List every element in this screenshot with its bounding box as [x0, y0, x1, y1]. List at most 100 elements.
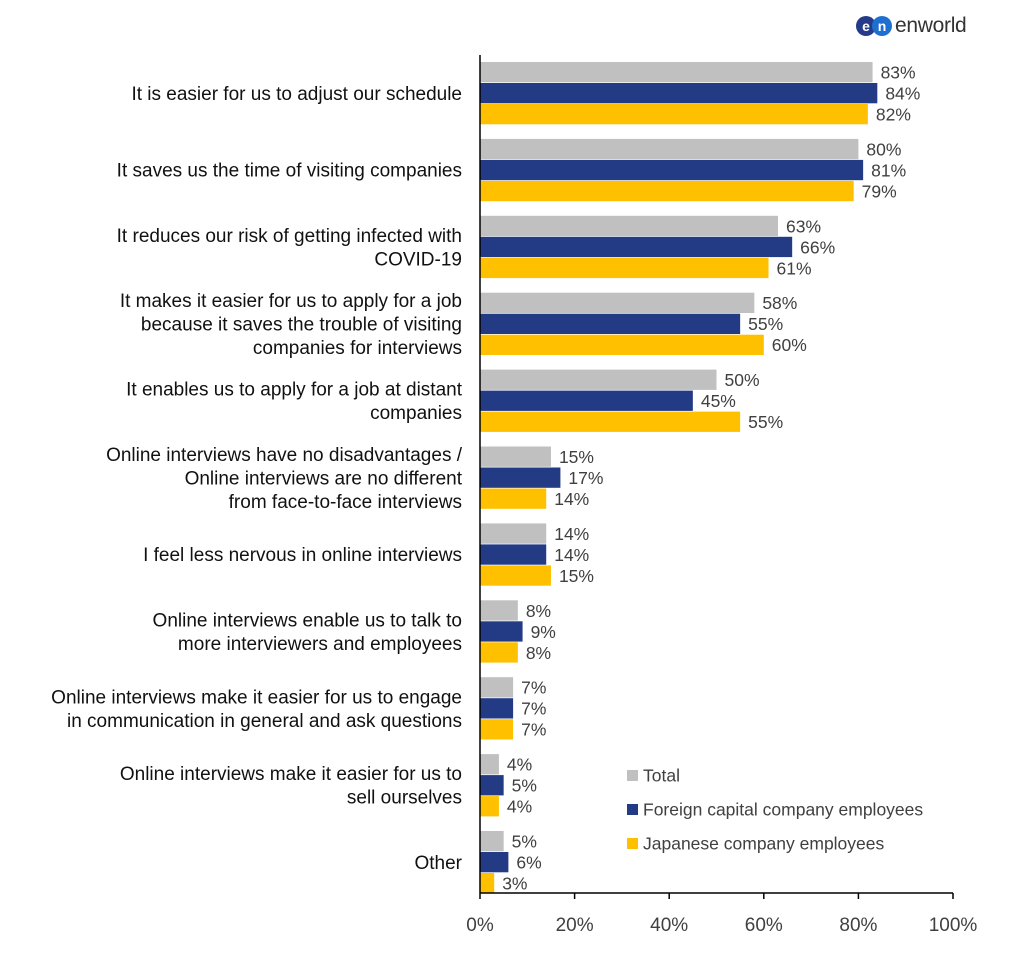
value-label-japanese: 79% — [862, 181, 897, 201]
value-label-japanese: 14% — [554, 489, 589, 509]
category-label: because it saves the trouble of visiting — [141, 315, 462, 336]
bar-japanese — [480, 796, 499, 817]
legend-label-total: Total — [643, 766, 680, 786]
bar-total — [480, 215, 778, 237]
bar-japanese — [480, 719, 514, 740]
bar-foreign — [480, 236, 793, 258]
category-label: It saves us the time of visiting compani… — [117, 161, 462, 182]
category-label: in communication in general and ask ques… — [67, 711, 462, 732]
value-label-japanese: 15% — [559, 566, 594, 586]
bar-japanese — [480, 873, 495, 894]
category-label: Online interviews are no different — [185, 468, 463, 489]
value-label-foreign: 14% — [554, 545, 589, 565]
bar-foreign — [480, 544, 547, 565]
value-label-foreign: 9% — [531, 622, 556, 642]
value-label-foreign: 81% — [871, 160, 906, 180]
value-label-total: 58% — [762, 293, 797, 313]
value-label-total: 50% — [725, 370, 760, 390]
bar-foreign — [480, 698, 514, 719]
value-label-foreign: 17% — [568, 468, 603, 488]
bar-total — [480, 600, 518, 621]
bar-foreign — [480, 467, 561, 488]
value-label-total: 5% — [512, 831, 537, 851]
value-label-foreign: 45% — [701, 391, 736, 411]
x-tick-label: 40% — [650, 915, 688, 936]
bar-total — [480, 446, 551, 467]
legend-label-japanese: Japanese company employees — [643, 834, 885, 854]
bar-foreign — [480, 83, 878, 104]
bar-japanese — [480, 334, 764, 355]
category-label: It enables us to apply for a job at dist… — [126, 380, 463, 401]
value-label-japanese: 7% — [521, 720, 546, 740]
bar-foreign — [480, 775, 504, 796]
value-label-japanese: 82% — [876, 104, 911, 124]
value-label-total: 7% — [521, 678, 546, 698]
value-label-foreign: 6% — [516, 852, 541, 872]
category-label: sell ourselves — [347, 788, 462, 809]
value-label-japanese: 61% — [777, 258, 812, 278]
x-tick-label: 0% — [466, 915, 494, 936]
enworld-logo-mark: e n — [856, 16, 892, 36]
legend-label-foreign: Foreign capital company employees — [643, 800, 923, 820]
category-label: It makes it easier for us to apply for a… — [120, 291, 462, 312]
category-label: It is easier for us to adjust our schedu… — [131, 84, 462, 105]
bar-foreign — [480, 390, 693, 411]
legend-swatch-total — [627, 770, 638, 781]
value-label-japanese: 4% — [507, 797, 532, 817]
x-tick-label: 100% — [929, 915, 978, 936]
bar-foreign — [480, 159, 864, 181]
bar-total — [480, 677, 514, 698]
category-label: Online interviews make it easier for us … — [51, 687, 462, 708]
x-tick-label: 60% — [745, 915, 783, 936]
value-label-total: 8% — [526, 601, 551, 621]
logo-mark-n: n — [872, 16, 892, 36]
bar-total — [480, 754, 499, 775]
enworld-logo: e n enworld — [856, 14, 967, 38]
bar-foreign — [480, 313, 741, 334]
value-label-foreign: 55% — [748, 314, 783, 334]
value-label-foreign: 84% — [885, 83, 920, 103]
x-tick-label: 20% — [556, 915, 594, 936]
category-label: Online interviews make it easier for us … — [120, 764, 462, 785]
value-label-total: 15% — [559, 447, 594, 467]
value-label-total: 63% — [786, 216, 821, 236]
category-label: It reduces our risk of getting infected … — [117, 226, 462, 247]
value-label-foreign: 5% — [512, 776, 537, 796]
category-label: Other — [414, 853, 462, 874]
category-label: from face-to-face interviews — [229, 492, 462, 513]
bar-japanese — [480, 411, 741, 432]
bar-total — [480, 292, 755, 313]
value-label-japanese: 60% — [772, 335, 807, 355]
bar-total — [480, 523, 547, 544]
legend-swatch-japanese — [627, 838, 638, 849]
bar-japanese — [480, 488, 547, 509]
category-label: COVID-19 — [374, 249, 462, 270]
bar-total — [480, 62, 873, 83]
legend-swatch-foreign — [627, 804, 638, 815]
value-label-japanese: 8% — [526, 643, 551, 663]
bar-foreign — [480, 852, 509, 873]
value-label-foreign: 7% — [521, 699, 546, 719]
bar-japanese — [480, 565, 551, 586]
bar-total — [480, 369, 717, 390]
bar-foreign — [480, 621, 523, 642]
bar-japanese — [480, 642, 518, 663]
category-label: I feel less nervous in online interviews — [143, 545, 462, 566]
category-label: Online interviews enable us to talk to — [153, 610, 462, 631]
category-label: Online interviews have no disadvantages … — [106, 445, 463, 466]
logo-mark-e: e — [856, 16, 876, 36]
bar-total — [480, 138, 859, 160]
value-label-japanese: 3% — [502, 873, 527, 893]
category-label: companies — [370, 403, 462, 424]
bar-total — [480, 831, 504, 852]
value-label-foreign: 66% — [800, 237, 835, 257]
value-label-total: 14% — [554, 524, 589, 544]
bar-japanese — [480, 180, 854, 202]
category-label: more interviewers and employees — [178, 634, 462, 655]
logo-text: enworld — [895, 14, 967, 37]
value-label-total: 83% — [881, 62, 916, 82]
value-label-total: 80% — [866, 139, 901, 159]
bar-japanese — [480, 104, 868, 125]
x-tick-label: 80% — [839, 915, 877, 936]
